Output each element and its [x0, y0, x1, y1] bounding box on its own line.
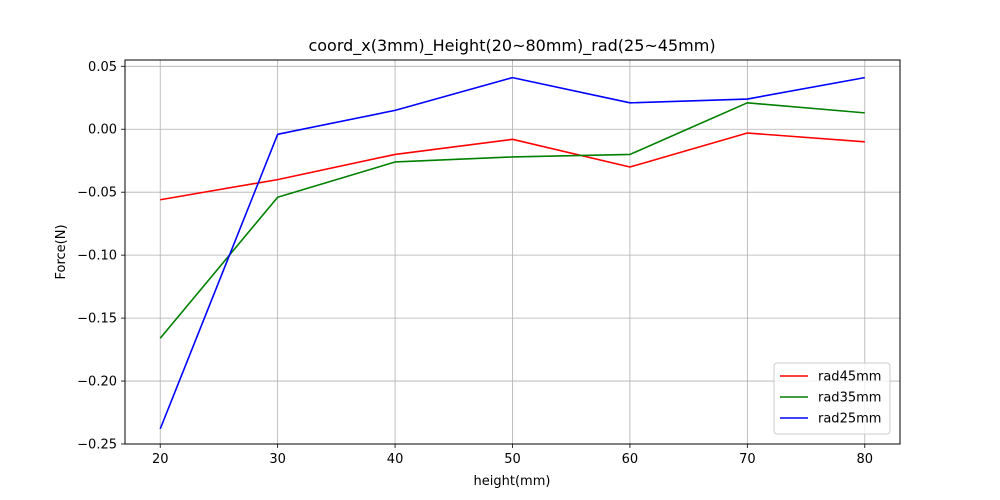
- legend-label: rad25mm: [818, 412, 881, 427]
- x-tick-label: 50: [504, 452, 521, 467]
- y-tick-label: −0.05: [77, 186, 117, 201]
- x-axis-label: height(mm): [474, 474, 551, 489]
- x-tick-label: 20: [152, 452, 169, 467]
- x-tick-label: 40: [387, 452, 404, 467]
- x-tick-label: 70: [739, 452, 756, 467]
- legend-label: rad45mm: [818, 370, 881, 385]
- y-tick-label: −0.15: [77, 312, 117, 327]
- chart-title: coord_x(3mm)_Height(20~80mm)_rad(25~45mm…: [308, 36, 715, 56]
- y-tick-label: −0.20: [77, 375, 117, 390]
- y-tick-label: −0.10: [77, 249, 117, 264]
- x-tick-label: 30: [269, 452, 286, 467]
- series-lines: [159, 76, 865, 430]
- y-tick-label: −0.25: [77, 438, 117, 453]
- y-tick-label: 0.00: [88, 123, 117, 138]
- legend-box: [773, 362, 891, 435]
- x-tick-label: 80: [856, 452, 873, 467]
- axis-ticks: 20 30 40 50 60 70 80 0.05 0.00 −0.05 −0.10 −0.15 −0.…: [77, 60, 873, 467]
- y-tick-label: 0.05: [88, 60, 117, 75]
- x-tick-label: 60: [622, 452, 639, 467]
- y-axis-label: Force(N): [54, 224, 69, 279]
- legend-label: rad35mm: [818, 391, 881, 406]
- legend: rad45mm rad35mm rad25mm: [773, 362, 891, 435]
